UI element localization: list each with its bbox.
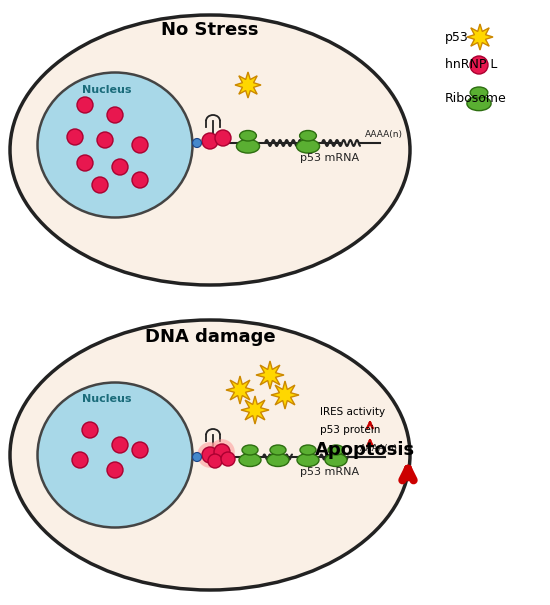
Ellipse shape: [132, 172, 148, 188]
Ellipse shape: [10, 15, 410, 285]
Ellipse shape: [267, 454, 289, 466]
Ellipse shape: [214, 444, 230, 460]
Text: hnRNP L: hnRNP L: [445, 59, 497, 71]
Ellipse shape: [112, 437, 128, 453]
Ellipse shape: [470, 56, 488, 74]
Text: p53 mRNA: p53 mRNA: [300, 467, 359, 477]
Ellipse shape: [470, 87, 488, 98]
Ellipse shape: [97, 132, 113, 148]
Ellipse shape: [202, 447, 218, 463]
Text: p53 protein: p53 protein: [320, 425, 381, 435]
Polygon shape: [241, 396, 269, 424]
Polygon shape: [271, 381, 299, 409]
Ellipse shape: [67, 129, 83, 145]
Ellipse shape: [82, 422, 98, 438]
Text: p53: p53: [445, 30, 469, 44]
Ellipse shape: [328, 445, 344, 455]
Text: DNA damage: DNA damage: [145, 328, 276, 346]
Ellipse shape: [325, 454, 347, 466]
Ellipse shape: [270, 445, 286, 455]
Ellipse shape: [300, 445, 316, 455]
Ellipse shape: [72, 452, 88, 468]
Ellipse shape: [242, 445, 258, 455]
Ellipse shape: [240, 131, 256, 141]
Polygon shape: [467, 24, 493, 50]
Text: Nucleus: Nucleus: [82, 85, 132, 95]
Ellipse shape: [197, 442, 223, 468]
Circle shape: [192, 453, 201, 462]
Ellipse shape: [221, 452, 235, 466]
Text: Apoptosis: Apoptosis: [315, 441, 415, 459]
Ellipse shape: [77, 155, 93, 171]
Text: Nucleus: Nucleus: [82, 394, 132, 404]
Ellipse shape: [92, 177, 108, 193]
Text: Ribosome: Ribosome: [445, 91, 507, 105]
Ellipse shape: [107, 107, 123, 123]
Ellipse shape: [107, 462, 123, 478]
Text: No Stress: No Stress: [161, 21, 258, 39]
Ellipse shape: [236, 139, 260, 153]
Ellipse shape: [239, 454, 261, 466]
Ellipse shape: [77, 97, 93, 113]
Text: p53 mRNA: p53 mRNA: [300, 153, 359, 163]
Polygon shape: [256, 361, 284, 389]
Ellipse shape: [37, 73, 192, 218]
Ellipse shape: [209, 439, 235, 465]
Ellipse shape: [132, 442, 148, 458]
Ellipse shape: [467, 96, 491, 111]
Ellipse shape: [208, 454, 222, 468]
Text: AAAA(n): AAAA(n): [360, 444, 398, 453]
Text: AAAA(n): AAAA(n): [365, 130, 403, 139]
Ellipse shape: [296, 139, 320, 153]
Ellipse shape: [297, 454, 319, 466]
Ellipse shape: [215, 130, 231, 146]
Ellipse shape: [10, 320, 410, 590]
Ellipse shape: [202, 133, 218, 149]
Ellipse shape: [132, 137, 148, 153]
Circle shape: [192, 139, 201, 148]
Text: IRES activity: IRES activity: [320, 407, 385, 417]
Ellipse shape: [37, 382, 192, 528]
Ellipse shape: [112, 159, 128, 175]
Ellipse shape: [300, 131, 316, 141]
Polygon shape: [235, 72, 261, 98]
Polygon shape: [226, 376, 254, 404]
